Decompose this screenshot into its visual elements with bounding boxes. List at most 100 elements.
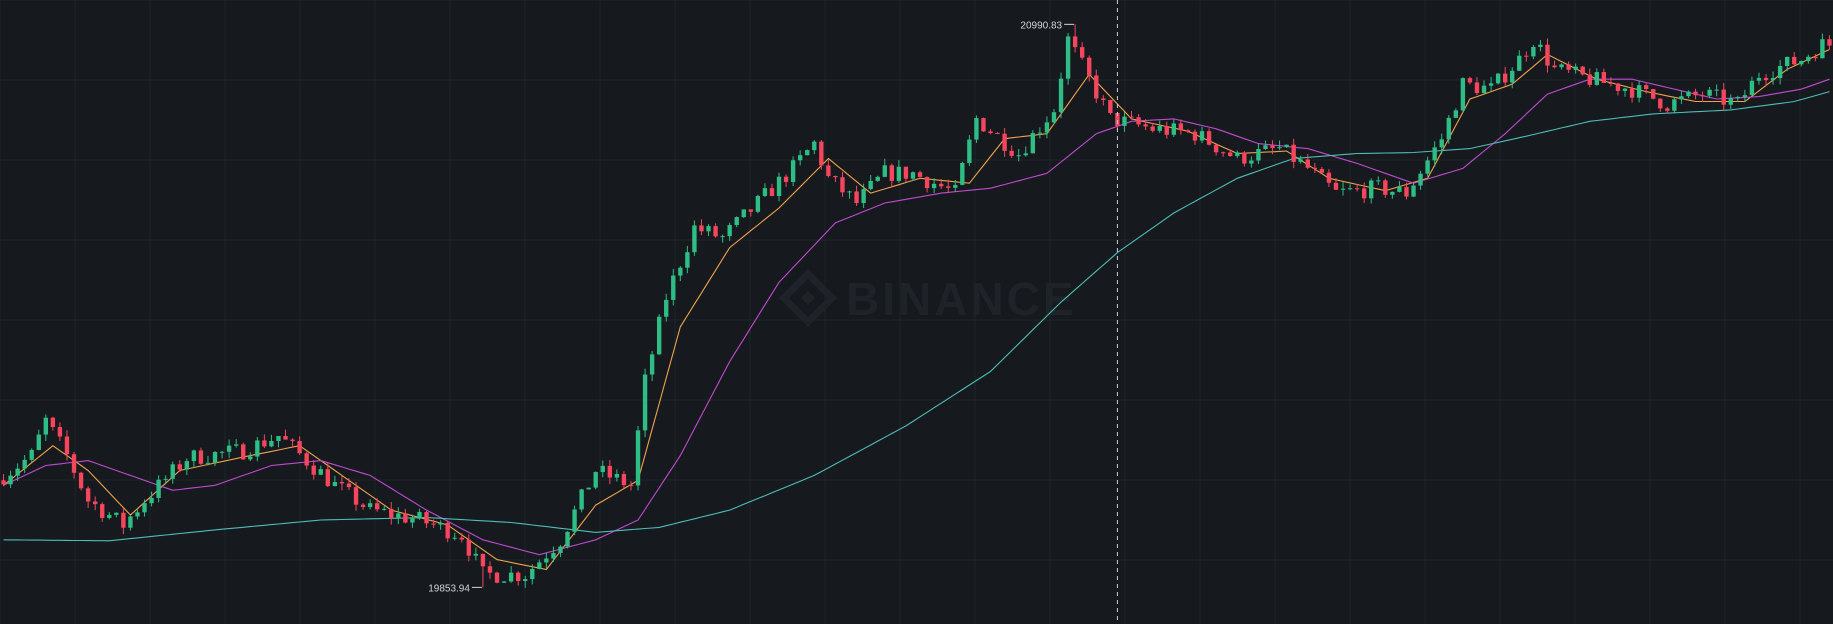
candle-body: [191, 450, 197, 462]
candle-up: [1277, 140, 1282, 151]
candle-body: [762, 188, 768, 196]
candle-up: [1770, 71, 1776, 85]
candle-up: [523, 575, 528, 588]
candle-up: [1679, 90, 1684, 104]
candle-body: [1474, 82, 1480, 94]
candle-down: [1002, 127, 1007, 157]
candle-body: [1460, 78, 1466, 111]
candle-body: [149, 497, 154, 504]
candle-body: [1333, 182, 1339, 190]
candle-body: [170, 464, 175, 479]
candle-down: [50, 416, 56, 431]
candle-up: [1171, 119, 1177, 137]
candle-down: [1270, 140, 1275, 155]
candle-down: [988, 128, 993, 135]
candle-up: [184, 458, 190, 476]
candle-up: [1051, 109, 1057, 125]
candle-body: [311, 465, 316, 475]
candle-body: [1340, 188, 1346, 190]
candle-down: [92, 496, 98, 511]
candle-down: [1658, 98, 1663, 112]
candle-down: [325, 462, 331, 487]
candle-body: [1806, 56, 1811, 61]
candle-body: [699, 225, 704, 232]
candle-body: [1411, 185, 1416, 197]
candle-down: [607, 459, 613, 485]
candle-down: [403, 508, 408, 524]
candle-body: [1037, 132, 1043, 134]
candle-body: [36, 434, 41, 450]
candle-down: [1827, 35, 1832, 50]
candle-down: [1383, 178, 1388, 198]
binance-watermark: BINANCE: [779, 269, 1074, 327]
price-annotations: 20990.83 19853.94: [428, 20, 1075, 594]
candle-up: [114, 512, 119, 518]
candle-up: [8, 470, 13, 489]
candle-down: [1474, 77, 1480, 96]
candle-up: [1735, 95, 1741, 102]
candle-up: [805, 149, 810, 156]
candle-down: [198, 447, 204, 465]
candle-down: [1220, 151, 1226, 157]
candle-down: [353, 482, 359, 511]
candle-body: [515, 572, 521, 582]
candle-body: [15, 468, 20, 476]
candle-body: [346, 483, 352, 488]
candle-up: [36, 429, 41, 451]
candle-body: [1418, 173, 1423, 186]
candle-down: [995, 132, 1000, 135]
candle-down: [621, 471, 627, 489]
candle-up: [1756, 72, 1762, 85]
candle-body: [1658, 98, 1663, 109]
candle-down: [57, 422, 63, 441]
candle-body: [1784, 56, 1790, 67]
candle-body: [332, 481, 338, 487]
candle-body: [1044, 122, 1050, 133]
candle-down: [938, 178, 944, 190]
candle-body: [71, 454, 77, 473]
candle-body: [1192, 131, 1198, 141]
candle-body: [1397, 186, 1402, 192]
candle-down: [1467, 76, 1473, 85]
candle-up: [43, 414, 49, 441]
candle-down: [917, 170, 923, 178]
candle-body: [1199, 131, 1205, 141]
candle-body: [374, 503, 380, 510]
candle-up: [1784, 56, 1790, 72]
candle-body: [854, 191, 859, 204]
candle-up: [1432, 141, 1437, 167]
candle-down: [374, 498, 380, 512]
candle-up: [417, 508, 422, 520]
candle-up: [205, 455, 211, 466]
candle-up: [276, 435, 281, 448]
candle-down: [1361, 182, 1367, 203]
candle-up: [438, 520, 443, 530]
candle-up: [1263, 140, 1268, 150]
candle-down: [346, 478, 352, 491]
candle-up: [1199, 126, 1205, 144]
candle-body: [1531, 46, 1536, 57]
candle-up: [396, 507, 401, 525]
candle-body: [1799, 60, 1804, 65]
candle-up: [142, 499, 147, 517]
candle-down: [1185, 129, 1191, 134]
candle-body: [438, 522, 443, 525]
candle-up: [410, 514, 415, 528]
candle-body: [1517, 55, 1522, 71]
candle-body: [276, 436, 281, 442]
candle-body: [671, 275, 676, 300]
candle-up: [812, 140, 817, 155]
candle-body: [128, 516, 133, 528]
candle-up: [1538, 40, 1543, 52]
candle-down: [494, 571, 500, 584]
candle-body: [1178, 123, 1184, 131]
candle-body: [1298, 159, 1303, 162]
candle-body: [1594, 72, 1600, 85]
candle-body: [480, 553, 486, 567]
candle-body: [1171, 123, 1177, 135]
candle-body: [790, 160, 796, 182]
candle-body: [283, 436, 288, 440]
candle-body: [382, 508, 387, 510]
